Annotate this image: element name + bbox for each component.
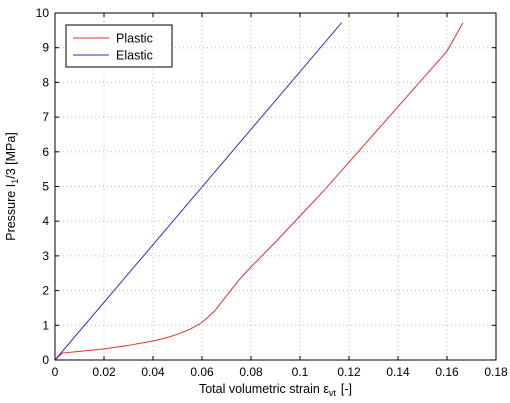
- y-tick-label: 2: [42, 284, 49, 298]
- series-line-elastic: [54, 22, 343, 361]
- x-tick-label: 0.04: [141, 365, 165, 379]
- series-layer: [54, 22, 464, 361]
- y-tick-label: 0: [42, 353, 49, 367]
- y-tick-label: 5: [42, 180, 49, 194]
- y-tick-label: 7: [42, 110, 49, 124]
- y-tick-label: 8: [42, 75, 49, 89]
- x-tick-label: 0.1: [292, 365, 309, 379]
- legend-box: [65, 24, 173, 68]
- y-tick-label: 1: [42, 318, 49, 332]
- y-axis-label-sub: 1: [10, 179, 20, 184]
- y-tick-label: 4: [42, 214, 49, 228]
- y-tick-label: 6: [42, 145, 49, 159]
- y-tick-label: 3: [42, 249, 49, 263]
- legend: Plastic Elastic: [65, 24, 173, 68]
- x-axis-label: Total volumetric strain εvt [-]: [199, 382, 352, 398]
- y-tick-label: 9: [42, 41, 49, 55]
- y-axis-label: Pressure I1/3 [MPa]: [4, 132, 20, 241]
- series-line-plastic: [54, 22, 464, 361]
- legend-label-plastic: Plastic: [116, 32, 153, 46]
- legend-label-elastic: Elastic: [116, 49, 153, 63]
- x-tick-label: 0.02: [92, 365, 116, 379]
- y-axis-label-rest: /3 [MPa]: [4, 132, 18, 179]
- grid: [55, 13, 496, 360]
- x-axis-label-main: Total volumetric strain ε: [199, 382, 329, 396]
- x-tick-label: 0.18: [484, 365, 508, 379]
- x-tick-label: 0.08: [239, 365, 263, 379]
- x-tick-label: 0.12: [337, 365, 361, 379]
- x-axis-label-unit: [-]: [341, 382, 352, 396]
- x-tick-label: 0.16: [435, 365, 459, 379]
- x-axis-label-sub: vt: [329, 388, 337, 398]
- x-tick-label: 0.14: [386, 365, 410, 379]
- y-tick-label: 10: [36, 6, 50, 20]
- ticks: 0 0.02 0.04 0.06 0.08 0.1 0.12 0.14 0.16 0.18 0 1 2 3…: [36, 6, 508, 379]
- x-tick-label: 0.06: [190, 365, 214, 379]
- y-axis-label-main: Pressure I: [4, 184, 18, 241]
- x-tick-label: 0: [52, 365, 59, 379]
